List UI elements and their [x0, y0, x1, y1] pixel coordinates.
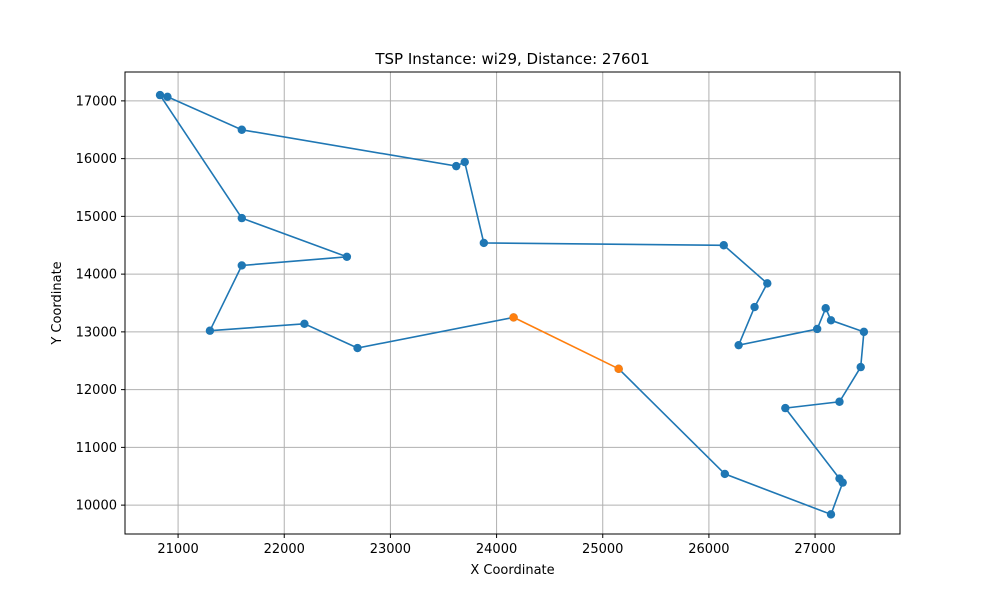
series-0-point: [859, 327, 869, 337]
series-0-point: [750, 302, 759, 312]
x-tick-label: 21000: [157, 542, 198, 557]
series-0-point: [812, 324, 822, 334]
y-tick-label: 15000: [76, 210, 117, 225]
series-1-point: [614, 364, 623, 374]
y-tick-label: 13000: [76, 325, 117, 340]
series-0-point: [300, 319, 309, 328]
series-0-point: [781, 403, 790, 413]
series-1-line: [513, 316, 620, 370]
plot-frame: [124, 71, 901, 535]
y-tick-label: 12000: [76, 383, 117, 398]
y-axis-ticks: 10000 11000 12000 13000 14000 15000 16000 17000: [76, 94, 125, 514]
x-axis-label: X Coordinate: [470, 563, 554, 578]
series-0-point: [763, 279, 772, 288]
series-0-point: [835, 397, 844, 406]
series-0-point: [342, 252, 352, 261]
x-tick-label: 25000: [582, 542, 623, 557]
y-tick-label: 10000: [76, 499, 117, 514]
series-0-point: [479, 238, 489, 248]
grid: [125, 72, 900, 534]
series-0-point: [460, 157, 469, 167]
series-0-point: [720, 469, 730, 479]
x-tick-label: 24000: [476, 542, 517, 557]
series-0-point: [452, 161, 461, 171]
x-axis-ticks: 21000 22000 23000 24000 25000 26000 27000: [157, 534, 836, 557]
series-0-point: [205, 326, 215, 335]
y-tick-label: 14000: [76, 268, 117, 283]
chart-title: TSP Instance: wi29, Distance: 27601: [374, 50, 649, 68]
y-tick-label: 11000: [76, 441, 117, 456]
x-tick-label: 22000: [264, 542, 305, 557]
series-0-point: [821, 303, 830, 313]
series-0-point: [237, 213, 246, 223]
series-0-point: [826, 316, 836, 325]
y-axis-label: Y Coordinate: [50, 261, 65, 345]
series-0-point: [719, 241, 728, 250]
x-tick-label: 26000: [688, 542, 729, 557]
series-0-point: [237, 261, 246, 270]
y-tick-label: 16000: [76, 152, 117, 167]
series-0-point: [835, 474, 844, 483]
series-0-point: [155, 90, 165, 100]
series-0-point: [826, 510, 836, 519]
series-0-point: [237, 125, 246, 134]
x-tick-label: 27000: [794, 542, 835, 557]
series-0-point: [734, 340, 743, 350]
series-0-point: [353, 343, 362, 353]
series-0-point: [163, 92, 172, 102]
series-1-point: [509, 313, 518, 322]
x-tick-label: 23000: [370, 542, 411, 557]
series-0-point: [856, 362, 865, 372]
y-tick-label: 17000: [76, 94, 117, 109]
series-layer: [155, 90, 869, 519]
